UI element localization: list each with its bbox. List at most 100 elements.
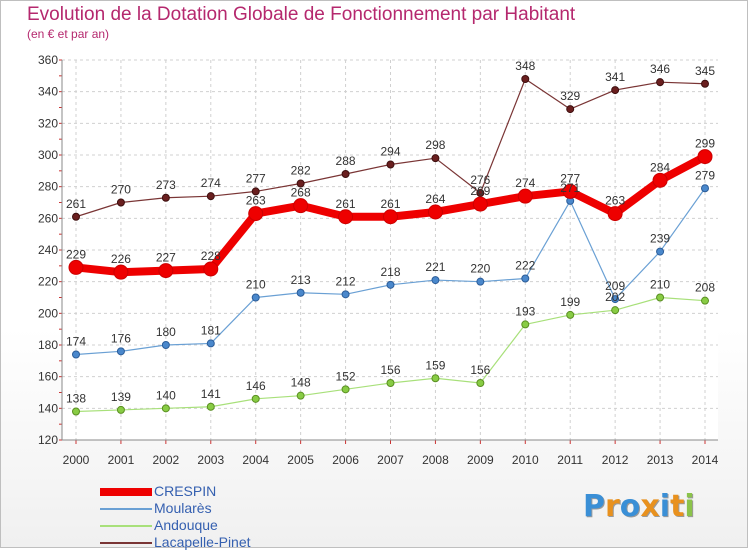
data-label: 148 [291, 376, 311, 390]
x-tick-label: 2009 [467, 453, 494, 467]
data-label: 276 [470, 173, 490, 187]
data-point [431, 276, 440, 285]
data-point [116, 198, 125, 207]
data-point [652, 172, 668, 188]
data-label: 269 [470, 184, 490, 198]
data-label: 199 [560, 295, 580, 309]
y-tick-label: 320 [38, 116, 58, 130]
data-point [697, 149, 713, 165]
data-label: 221 [425, 260, 445, 274]
data-label: 152 [336, 369, 356, 383]
legend-swatch-lacapelle-pinet [100, 542, 152, 544]
x-tick-label: 2014 [692, 453, 719, 467]
data-label: 274 [201, 176, 221, 190]
data-label: 270 [111, 183, 131, 197]
data-point [116, 347, 125, 356]
legend-swatch-crespin [100, 488, 152, 496]
data-label: 284 [650, 160, 670, 174]
data-point [251, 394, 260, 403]
data-point [206, 339, 215, 348]
y-tick-label: 120 [38, 433, 58, 447]
data-point [161, 193, 170, 202]
logo-letter: x [640, 489, 660, 524]
data-point [251, 187, 260, 196]
data-label: 202 [605, 290, 625, 304]
data-label: 212 [336, 274, 356, 288]
data-point [701, 79, 709, 88]
data-point [158, 263, 174, 279]
data-point [72, 407, 80, 416]
data-label: 209 [605, 279, 625, 293]
data-point [607, 206, 623, 222]
data-point [248, 206, 264, 222]
data-label: 226 [111, 252, 131, 266]
data-label: 141 [201, 387, 221, 401]
data-point [113, 264, 129, 280]
data-label: 210 [650, 278, 670, 292]
data-label: 227 [156, 251, 176, 265]
x-tick-label: 2003 [197, 453, 224, 467]
x-tick-label: 2008 [422, 453, 449, 467]
data-label: 208 [695, 281, 715, 295]
data-point [251, 293, 260, 302]
legend-swatch-moulares [100, 508, 152, 510]
data-label: 298 [425, 138, 445, 152]
data-point [521, 320, 530, 329]
data-point [338, 209, 354, 225]
data-label: 329 [560, 89, 580, 103]
data-point [386, 160, 395, 169]
data-label: 277 [560, 171, 580, 185]
logo-letter: o [619, 489, 641, 524]
data-label: 263 [605, 194, 625, 208]
data-label: 159 [425, 358, 445, 372]
data-label: 271 [560, 181, 580, 195]
data-label: 222 [515, 259, 535, 273]
data-label: 156 [470, 363, 490, 377]
data-label: 274 [515, 176, 535, 190]
data-point [341, 170, 350, 178]
x-tick-label: 2001 [108, 453, 135, 467]
data-point [656, 247, 665, 256]
data-point [68, 259, 84, 275]
data-point [476, 379, 485, 387]
data-point [161, 404, 170, 413]
data-label: 228 [201, 249, 221, 263]
data-point [656, 293, 665, 302]
data-point [341, 290, 350, 299]
data-label: 193 [515, 304, 535, 318]
logo-letter: t [670, 489, 685, 524]
data-label: 213 [291, 273, 311, 287]
data-point [296, 179, 305, 188]
x-tick-label: 2013 [647, 453, 674, 467]
x-tick-label: 2004 [242, 453, 269, 467]
data-label: 140 [156, 388, 176, 402]
x-tick-label: 2005 [287, 453, 314, 467]
data-label: 341 [605, 70, 625, 84]
data-label: 180 [156, 325, 176, 339]
data-point [161, 341, 170, 349]
data-label: 263 [246, 194, 266, 208]
y-tick-label: 340 [38, 85, 58, 99]
data-point [611, 295, 620, 304]
data-label: 294 [380, 145, 400, 159]
data-label: 348 [515, 59, 535, 73]
data-point [521, 274, 530, 283]
data-label: 210 [246, 278, 266, 292]
data-point [296, 391, 305, 400]
data-point [386, 379, 395, 387]
logo-letter: i [659, 489, 671, 524]
data-label: 146 [246, 379, 266, 393]
y-tick-label: 260 [38, 211, 58, 225]
data-label: 229 [66, 247, 86, 261]
data-point [203, 261, 219, 277]
data-point [566, 310, 575, 319]
logo-letter: r [605, 489, 620, 524]
data-point [386, 280, 395, 289]
data-point [521, 75, 530, 83]
data-label: 138 [66, 392, 86, 406]
data-point [701, 184, 709, 193]
data-label: 239 [650, 232, 670, 246]
data-point [562, 183, 578, 199]
data-point [206, 192, 215, 201]
data-label: 277 [246, 171, 266, 185]
